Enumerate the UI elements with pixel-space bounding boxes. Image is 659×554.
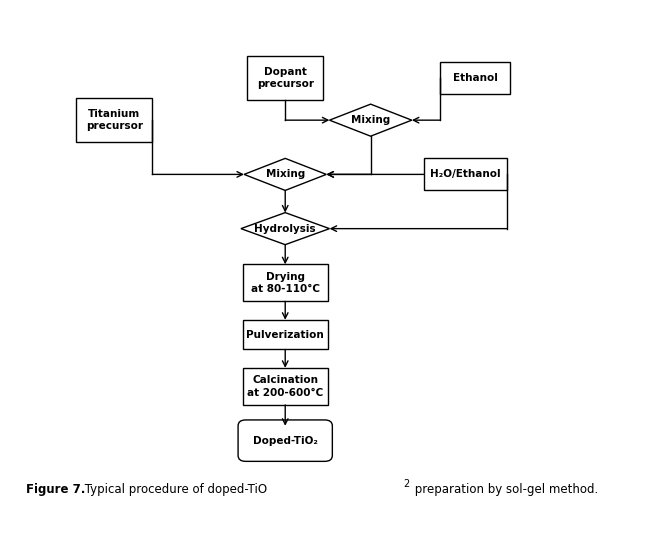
Polygon shape [330, 104, 412, 136]
FancyBboxPatch shape [424, 158, 507, 191]
Text: H₂O/Ethanol: H₂O/Ethanol [430, 170, 501, 179]
Text: Typical procedure of doped-TiO: Typical procedure of doped-TiO [81, 484, 267, 496]
Text: Ethanol: Ethanol [453, 73, 498, 83]
FancyBboxPatch shape [440, 62, 510, 94]
FancyBboxPatch shape [247, 56, 323, 100]
Text: Dopant
precursor: Dopant precursor [257, 67, 314, 89]
FancyBboxPatch shape [243, 264, 328, 301]
FancyBboxPatch shape [76, 98, 152, 142]
Polygon shape [241, 213, 330, 245]
Text: Hydrolysis: Hydrolysis [254, 224, 316, 234]
Text: Figure 7.: Figure 7. [26, 484, 85, 496]
Text: Doped-TiO₂: Doped-TiO₂ [253, 435, 318, 445]
Text: Drying
at 80-110°C: Drying at 80-110°C [250, 271, 320, 294]
Text: Pulverization: Pulverization [246, 330, 324, 340]
Text: Calcination
at 200-600°C: Calcination at 200-600°C [247, 375, 324, 398]
Text: preparation by sol-gel method.: preparation by sol-gel method. [411, 484, 598, 496]
Text: Mixing: Mixing [351, 115, 390, 125]
FancyBboxPatch shape [243, 368, 328, 405]
Text: Mixing: Mixing [266, 170, 305, 179]
Polygon shape [244, 158, 326, 191]
FancyBboxPatch shape [238, 420, 332, 461]
FancyBboxPatch shape [243, 320, 328, 350]
Text: 2: 2 [403, 479, 410, 489]
Text: Titanium
precursor: Titanium precursor [86, 109, 143, 131]
